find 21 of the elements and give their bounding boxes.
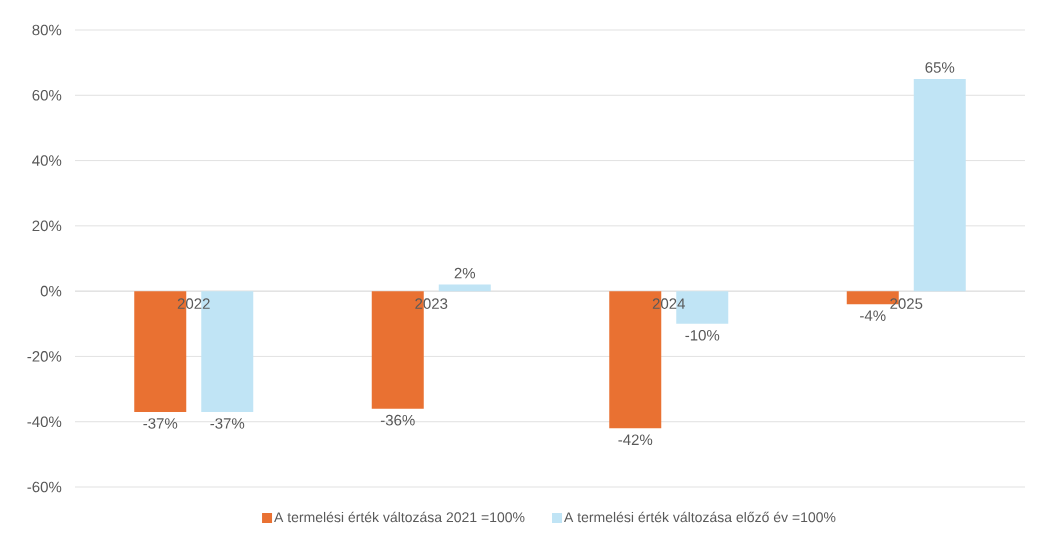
data-label: 2% <box>454 267 476 279</box>
y-tick-label: -60% <box>27 481 62 493</box>
y-tick-label: -20% <box>27 351 62 362</box>
y-tick-label: 40% <box>32 155 62 166</box>
bar <box>438 284 491 292</box>
data-label: -37% <box>143 418 178 429</box>
data-label: -36% <box>380 414 415 426</box>
legend-label: A termelési érték változása előző év =100% <box>564 511 836 523</box>
bar <box>913 78 966 292</box>
data-label: -42% <box>618 434 653 446</box>
data-label: 65% <box>925 62 955 73</box>
data-label: -4% <box>860 310 886 321</box>
y-tick-label: 0% <box>40 285 62 297</box>
y-tick-label: -40% <box>27 416 62 428</box>
y-tick-label: 20% <box>32 220 62 232</box>
data-label: -37% <box>210 418 245 429</box>
y-tick-label: 80% <box>32 24 62 36</box>
x-tick-label: 2025 <box>890 298 923 309</box>
y-tick-label: 60% <box>32 89 62 101</box>
legend-label: A termelési érték változása 2021 =100% <box>274 511 525 523</box>
data-label: -10% <box>685 329 720 341</box>
